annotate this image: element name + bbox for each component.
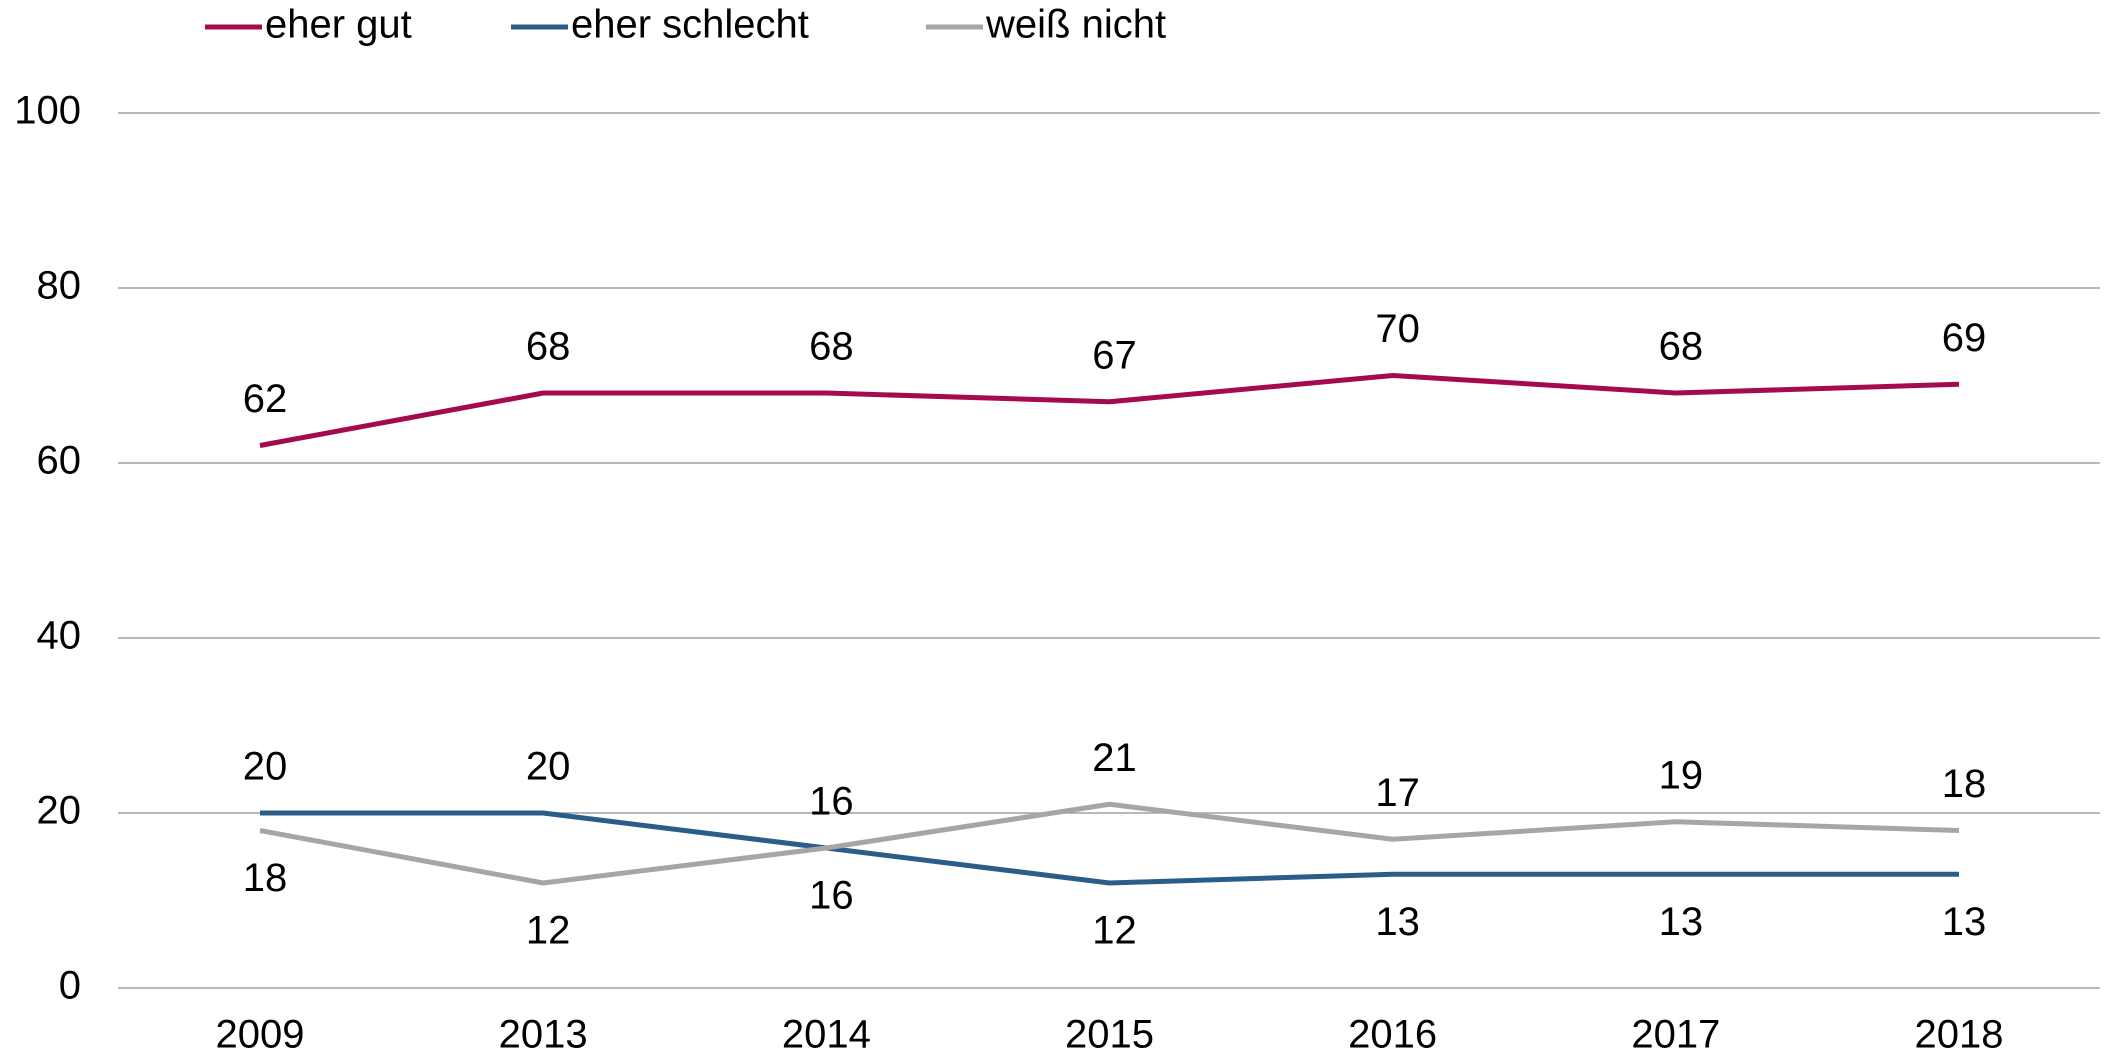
data-label: 16 <box>809 874 854 918</box>
data-label: 20 <box>243 745 288 789</box>
data-label: 69 <box>1942 316 1987 360</box>
x-tick-label: 2015 <box>1065 1013 1154 1057</box>
x-tick-label: 2017 <box>1631 1013 1720 1057</box>
data-label: 70 <box>1375 307 1420 351</box>
data-label: 13 <box>1375 900 1420 944</box>
series-line <box>259 801 1960 886</box>
data-label: 16 <box>809 780 854 824</box>
y-tick-label: 0 <box>59 964 81 1008</box>
data-label: 18 <box>1942 762 1987 806</box>
y-tick-label: 60 <box>37 439 82 483</box>
data-label: 68 <box>809 325 854 369</box>
data-label: 62 <box>243 377 288 421</box>
y-tick-label: 20 <box>37 789 82 833</box>
legend-label: eher schlecht <box>571 3 809 47</box>
data-label: 68 <box>526 325 571 369</box>
data-label: 13 <box>1659 900 1704 944</box>
data-label: 67 <box>1092 333 1137 377</box>
data-label: 19 <box>1659 753 1704 797</box>
legend-label: weiß nicht <box>985 3 1166 47</box>
x-tick-label: 2018 <box>1915 1013 2004 1057</box>
x-tick-label: 2013 <box>499 1013 588 1057</box>
x-tick-label: 2014 <box>782 1013 871 1057</box>
data-label: 13 <box>1942 900 1987 944</box>
legend-label: eher gut <box>265 3 412 47</box>
y-tick-label: 40 <box>37 614 82 658</box>
data-label: 68 <box>1659 325 1704 369</box>
data-label: 20 <box>526 745 571 789</box>
data-label: 12 <box>526 909 571 953</box>
x-tick-label: 2016 <box>1348 1013 1437 1057</box>
x-tick-label: 2009 <box>216 1013 305 1057</box>
data-label: 17 <box>1375 771 1420 815</box>
data-label: 18 <box>243 856 288 900</box>
y-tick-label: 80 <box>37 264 82 308</box>
series-line <box>260 810 1959 886</box>
data-label: 21 <box>1092 736 1137 780</box>
series-line <box>259 373 1960 448</box>
y-tick-label: 100 <box>14 89 81 133</box>
data-label: 12 <box>1092 909 1137 953</box>
